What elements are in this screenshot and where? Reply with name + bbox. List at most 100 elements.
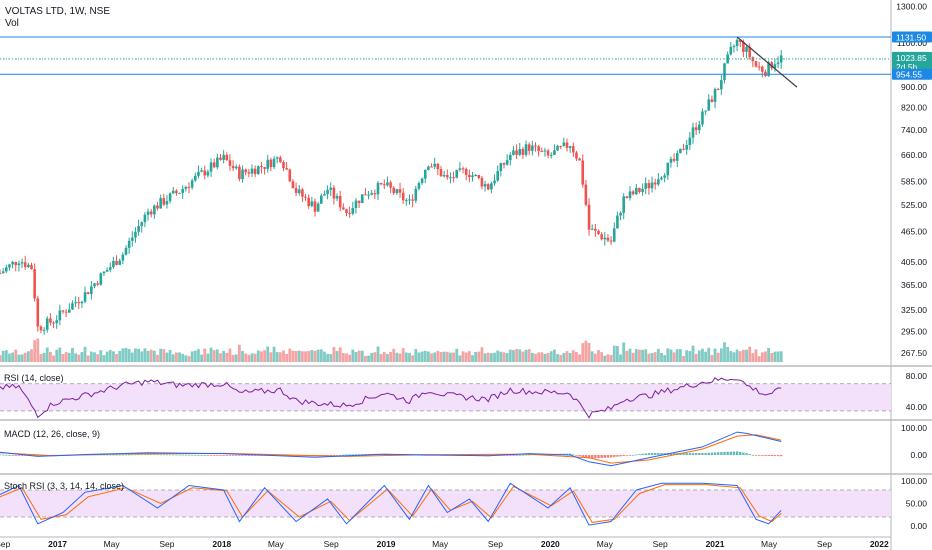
candle[interactable]: [779, 49, 783, 69]
stoch-label[interactable]: Stoch RSI (3, 3, 14, 14, close): [4, 481, 124, 491]
candle[interactable]: [102, 271, 106, 276]
candle[interactable]: [477, 174, 481, 180]
candle[interactable]: [357, 200, 361, 209]
candle[interactable]: [584, 179, 588, 207]
candle[interactable]: [631, 189, 635, 196]
candle[interactable]: [52, 321, 55, 329]
candle[interactable]: [732, 44, 736, 53]
candle[interactable]: [509, 152, 512, 166]
candle[interactable]: [36, 295, 40, 332]
candle[interactable]: [559, 145, 562, 150]
candle[interactable]: [452, 171, 455, 183]
candle[interactable]: [666, 162, 670, 180]
candle[interactable]: [61, 310, 65, 314]
candle[interactable]: [329, 182, 333, 197]
candle[interactable]: [653, 178, 657, 190]
candle[interactable]: [234, 164, 238, 170]
candle[interactable]: [178, 192, 181, 194]
candle[interactable]: [483, 180, 487, 192]
candle[interactable]: [297, 185, 301, 196]
candle[interactable]: [8, 263, 11, 271]
candle[interactable]: [622, 193, 625, 220]
candle[interactable]: [348, 206, 351, 218]
candle[interactable]: [301, 187, 304, 202]
candle[interactable]: [146, 208, 150, 221]
candle[interactable]: [187, 182, 191, 194]
candle[interactable]: [105, 267, 109, 272]
candle[interactable]: [505, 154, 509, 166]
candle[interactable]: [647, 179, 651, 195]
candle[interactable]: [486, 183, 490, 191]
candle[interactable]: [423, 169, 427, 184]
candle[interactable]: [565, 138, 569, 152]
candle[interactable]: [635, 183, 638, 196]
candle[interactable]: [392, 186, 396, 196]
candle[interactable]: [294, 182, 298, 197]
candle[interactable]: [389, 180, 392, 193]
candle[interactable]: [80, 300, 84, 308]
candle[interactable]: [694, 122, 698, 136]
candle[interactable]: [171, 187, 175, 194]
candle[interactable]: [761, 65, 764, 78]
candle[interactable]: [55, 315, 58, 329]
candle[interactable]: [332, 185, 336, 205]
candle[interactable]: [279, 155, 282, 163]
candle[interactable]: [266, 154, 270, 173]
candle[interactable]: [442, 170, 446, 178]
candle[interactable]: [316, 201, 320, 212]
candle[interactable]: [323, 190, 326, 196]
rsi-label[interactable]: RSI (14, close): [4, 373, 64, 383]
candle[interactable]: [537, 145, 540, 157]
candle[interactable]: [515, 144, 518, 160]
candle[interactable]: [376, 180, 380, 201]
candle[interactable]: [401, 188, 405, 204]
candle[interactable]: [723, 62, 726, 84]
candle[interactable]: [433, 157, 436, 170]
candle[interactable]: [518, 142, 522, 156]
candle[interactable]: [663, 173, 666, 183]
candle[interactable]: [439, 165, 443, 177]
candle[interactable]: [524, 140, 528, 157]
candle[interactable]: [269, 157, 273, 172]
candle[interactable]: [776, 56, 780, 69]
candle[interactable]: [707, 94, 711, 112]
candle[interactable]: [704, 110, 707, 116]
candle[interactable]: [320, 193, 323, 204]
candle[interactable]: [190, 178, 194, 190]
candle[interactable]: [282, 160, 285, 172]
candle[interactable]: [590, 224, 594, 231]
candle[interactable]: [543, 147, 547, 157]
candle[interactable]: [600, 231, 603, 241]
candle[interactable]: [691, 122, 695, 144]
candle[interactable]: [137, 219, 140, 236]
candle[interactable]: [118, 258, 121, 266]
candle[interactable]: [446, 169, 449, 180]
candle[interactable]: [203, 165, 207, 180]
candle[interactable]: [71, 300, 74, 311]
trend-line[interactable]: [736, 36, 798, 88]
candle[interactable]: [181, 185, 184, 199]
candle[interactable]: [710, 95, 714, 103]
candle[interactable]: [216, 153, 219, 170]
candle[interactable]: [628, 186, 632, 201]
candle[interactable]: [108, 262, 112, 273]
candle[interactable]: [757, 61, 761, 71]
candle[interactable]: [42, 327, 46, 335]
candle[interactable]: [30, 262, 33, 270]
macd-label[interactable]: MACD (12, 26, close, 9): [4, 429, 100, 439]
candle[interactable]: [153, 204, 156, 219]
candle[interactable]: [496, 165, 499, 182]
candle[interactable]: [562, 137, 566, 147]
candle[interactable]: [304, 193, 307, 201]
candle[interactable]: [468, 169, 471, 183]
candle[interactable]: [58, 304, 62, 326]
candle[interactable]: [27, 262, 30, 269]
candle[interactable]: [313, 198, 317, 217]
candle[interactable]: [449, 172, 452, 184]
candle[interactable]: [156, 202, 159, 211]
candle[interactable]: [14, 261, 18, 272]
candle[interactable]: [581, 154, 585, 188]
candle[interactable]: [698, 120, 701, 134]
support-badge[interactable]: 954.55: [892, 68, 932, 80]
